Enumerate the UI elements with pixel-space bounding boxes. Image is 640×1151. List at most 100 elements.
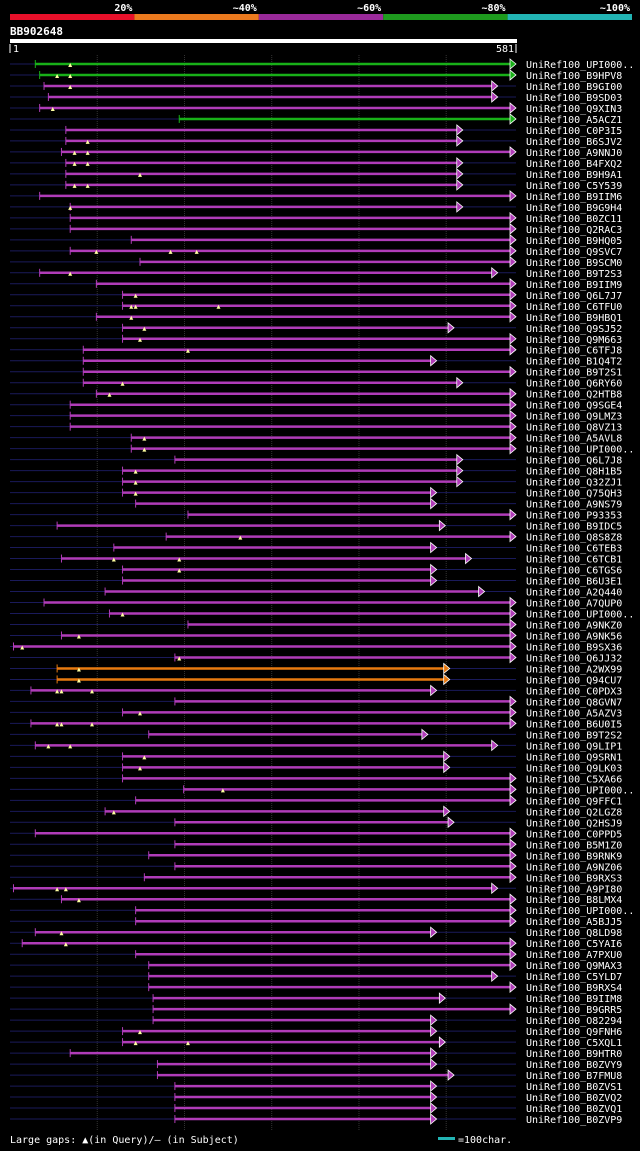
hit-row[interactable]: UniRef100_Q6L7J8 [10,453,622,467]
hit-row[interactable]: UniRef100_B0ZVP9 [10,1113,622,1126]
hit-row[interactable]: UniRef100_B9T2S1 [10,365,622,379]
hit-row[interactable]: UniRef100_B5M1Z0 [10,838,622,851]
hit-name-link[interactable]: UniRef100_B0ZVP9 [526,1115,622,1126]
hit-name-link[interactable]: UniRef100_A5ACZ1 [526,115,622,126]
hit-name-link[interactable]: UniRef100_Q9SRN1 [526,752,622,763]
hit-name-link[interactable]: UniRef100_UPI000.. [526,60,634,71]
hit-name-link[interactable]: UniRef100_B9SCM0 [526,258,622,269]
hit-row[interactable]: UniRef100_B1Q4T2 [10,354,622,368]
hit-name-link[interactable]: UniRef100_C6TFU0 [526,302,622,313]
hit-name-link[interactable]: UniRef100_Q6JJ32 [526,653,622,664]
hit-name-link[interactable]: UniRef100_B6U3E1 [526,577,622,588]
hit-name-link[interactable]: UniRef100_A2Q440 [526,588,622,599]
hit-name-link[interactable]: UniRef100_Q9LK03 [526,763,622,774]
hit-row[interactable]: UniRef100_B9IIM8 [10,992,622,1005]
hit-name-link[interactable]: UniRef100_C5YLD7 [526,972,622,983]
hit-row[interactable]: UniRef100_B9G9H4 [10,201,622,214]
hit-name-link[interactable]: UniRef100_B0ZVQ1 [526,1104,622,1115]
hit-name-link[interactable]: UniRef100_B9GI00 [526,82,622,93]
hit-row[interactable]: UniRef100_Q6L7J7 [10,288,622,302]
hit-row[interactable]: UniRef100_B9HBQ1 [10,310,622,324]
hit-name-link[interactable]: UniRef100_A7QUP0 [526,599,622,610]
hit-row[interactable]: UniRef100_Q8H1B5 [10,464,622,478]
hit-row[interactable]: UniRef100_Q8VZ13 [10,420,622,434]
hit-name-link[interactable]: UniRef100_Q8S8Z8 [526,533,622,544]
hit-name-link[interactable]: UniRef100_Q8GVN7 [526,697,622,708]
hit-name-link[interactable]: UniRef100_Q9SJ52 [526,324,622,335]
hit-row[interactable]: UniRef100_B9IDC5 [10,519,622,533]
hit-row[interactable]: UniRef100_Q8S8Z8 [10,530,622,544]
hit-name-link[interactable]: UniRef100_C6TEB3 [526,544,622,555]
hit-row[interactable]: UniRef100_Q32ZJ1 [10,475,622,489]
hit-name-link[interactable]: UniRef100_C0P3I5 [526,126,622,137]
hit-name-link[interactable]: UniRef100_B9H9A1 [526,170,622,181]
hit-row[interactable]: UniRef100_UPI000.. [10,607,634,621]
hit-name-link[interactable]: UniRef100_B9T2S3 [526,269,622,280]
hit-row[interactable]: UniRef100_Q2HTB8 [10,387,622,401]
hit-row[interactable]: UniRef100_B9HTR0 [10,1047,622,1060]
hit-name-link[interactable]: UniRef100_B4FXQ2 [526,159,622,170]
hit-name-link[interactable]: UniRef100_B9T2S2 [526,730,622,741]
hit-name-link[interactable]: UniRef100_B8LMX4 [526,895,622,906]
hit-name-link[interactable]: UniRef100_Q32ZJ1 [526,478,622,489]
hit-name-link[interactable]: UniRef100_Q6L7J7 [526,291,622,302]
hit-name-link[interactable]: UniRef100_B9SD03 [526,93,622,104]
hit-row[interactable]: UniRef100_B9GI00 [10,80,622,93]
hit-row[interactable]: UniRef100_B9RXS4 [10,981,622,994]
hit-row[interactable]: UniRef100_C6TGS6 [10,563,622,577]
hit-row[interactable]: UniRef100_C5XQL1 [10,1036,622,1049]
hit-name-link[interactable]: UniRef100_B9G9H4 [526,203,622,214]
hit-row[interactable]: UniRef100_B0ZVQ2 [10,1091,622,1104]
hit-name-link[interactable]: UniRef100_A9PI80 [526,884,622,895]
hit-row[interactable]: UniRef100_B9IIM9 [10,277,622,291]
hit-row[interactable]: UniRef100_Q9SRN1 [10,750,622,763]
hit-row[interactable]: UniRef100_Q9LMZ3 [10,409,622,423]
hit-name-link[interactable]: UniRef100_B5M1Z0 [526,840,622,851]
hit-row[interactable]: UniRef100_B9RXS3 [10,871,622,884]
hit-name-link[interactable]: UniRef100_B9SX36 [526,642,622,653]
hit-row[interactable]: UniRef100_Q9SVC7 [10,244,622,258]
hit-name-link[interactable]: UniRef100_Q6L7J8 [526,456,622,467]
hit-name-link[interactable]: UniRef100_Q9SVC7 [526,247,622,258]
hit-name-link[interactable]: UniRef100_C5XA66 [526,774,622,785]
hit-name-link[interactable]: UniRef100_C6TFJ8 [526,346,622,357]
hit-name-link[interactable]: UniRef100_B9IIM8 [526,994,622,1005]
hit-name-link[interactable]: UniRef100_B0ZVS1 [526,1082,622,1093]
hit-row[interactable]: UniRef100_A2Q440 [10,585,622,599]
hit-row[interactable]: UniRef100_B9HQ05 [10,233,622,247]
hit-name-link[interactable]: UniRef100_Q9FNH6 [526,1027,622,1038]
hit-name-link[interactable]: UniRef100_Q2HTB8 [526,390,622,401]
hit-row[interactable]: UniRef100_B9T2S2 [10,728,622,741]
hit-row[interactable]: UniRef100_C6TEB3 [10,541,622,555]
hit-row[interactable]: UniRef100_Q9M663 [10,332,622,346]
hit-name-link[interactable]: UniRef100_Q9FFC1 [526,796,622,807]
hit-row[interactable]: UniRef100_Q6JJ32 [10,651,622,664]
hit-name-link[interactable]: UniRef100_Q9LIP1 [526,741,622,752]
hit-name-link[interactable]: UniRef100_C5YAI6 [526,939,622,950]
hit-name-link[interactable]: UniRef100_B9IDC5 [526,522,622,533]
hit-row[interactable]: UniRef100_C0PPD5 [10,827,622,840]
hit-row[interactable]: UniRef100_Q6RY60 [10,376,622,390]
hit-name-link[interactable]: UniRef100_Q9MAX3 [526,961,622,972]
hit-name-link[interactable]: UniRef100_UPI000.. [526,445,634,456]
hit-row[interactable]: UniRef100_A7QUP0 [10,596,622,610]
hit-name-link[interactable]: UniRef100_A9NKZ0 [526,620,622,631]
hit-row[interactable]: UniRef100_Q8GVN7 [10,695,622,708]
hit-name-link[interactable]: UniRef100_A9NS79 [526,500,622,511]
hit-name-link[interactable]: UniRef100_C5XQL1 [526,1038,622,1049]
hit-row[interactable]: UniRef100_B4FXQ2 [10,157,622,170]
hit-name-link[interactable]: UniRef100_Q94CU7 [526,675,622,686]
hit-row[interactable]: UniRef100_C5XA66 [10,772,622,785]
hit-name-link[interactable]: UniRef100_B7FMU8 [526,1071,622,1082]
hit-row[interactable]: UniRef100_B9RNK9 [10,849,622,862]
hit-row[interactable]: UniRef100_Q2LGZ8 [10,805,622,818]
hit-name-link[interactable]: UniRef100_Q8H1B5 [526,467,622,478]
hit-row[interactable]: UniRef100_UPI000.. [10,442,634,456]
hit-row[interactable]: UniRef100_A9NS79 [10,497,622,511]
hit-name-link[interactable]: UniRef100_Q8VZ13 [526,423,622,434]
hit-row[interactable]: UniRef100_Q9LIP1 [10,739,622,752]
hit-row[interactable]: UniRef100_UPI000.. [10,58,634,71]
hit-row[interactable]: UniRef100_Q9FNH6 [10,1025,622,1038]
hit-row[interactable]: UniRef100_B9T2S3 [10,266,622,280]
hit-row[interactable]: UniRef100_A5ACZ1 [10,113,622,126]
